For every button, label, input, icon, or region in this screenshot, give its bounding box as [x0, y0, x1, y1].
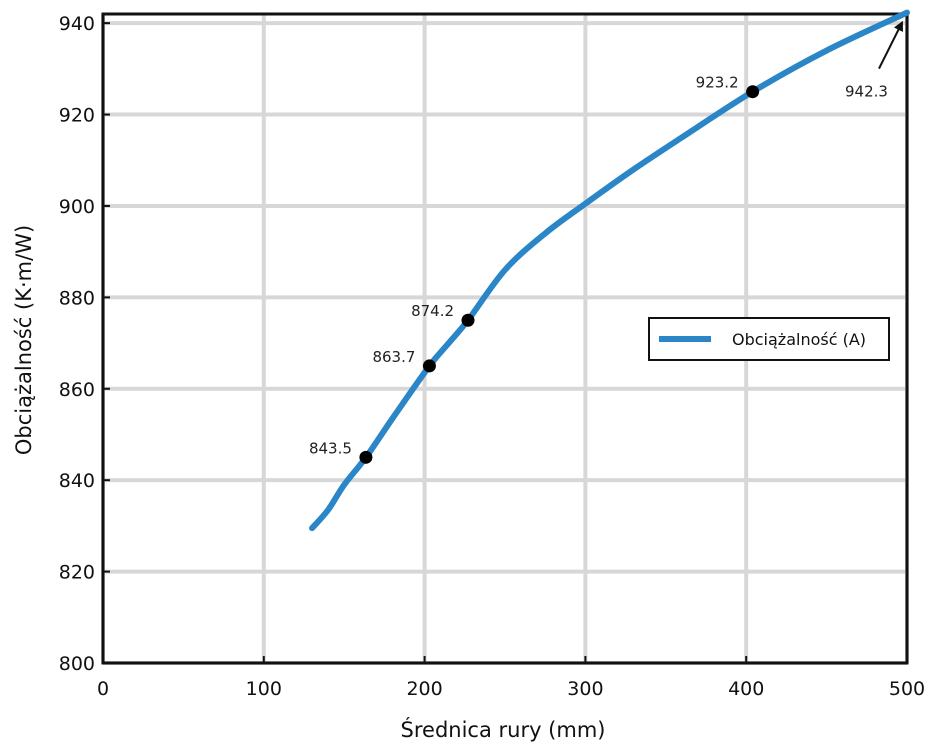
y-axis-title: Obciążalność (K·m/W) — [12, 225, 36, 455]
x-tick-label: 200 — [406, 678, 442, 700]
x-tick-label: 100 — [246, 678, 282, 700]
x-tick-label: 0 — [97, 678, 109, 700]
y-tick-label: 920 — [59, 105, 95, 127]
annotation-arrow — [878, 20, 903, 70]
y-tick-label: 880 — [59, 287, 95, 309]
data-point — [461, 313, 475, 327]
annotation-label: 843.5 — [309, 439, 352, 457]
y-tick-label: 940 — [59, 13, 95, 35]
annotation-label: 942.3 — [845, 83, 888, 101]
plot-area — [101, 9, 910, 665]
y-tick-label: 820 — [59, 562, 95, 584]
x-axis-title: Średnica rury (mm) — [401, 717, 606, 742]
tick-labels: 0 100 200 300 400 500 800 820 840 860 880 900 920 940 — [59, 13, 925, 700]
data-point — [359, 450, 373, 464]
annotation-label: 923.2 — [696, 74, 739, 92]
annotations: 843.5 863.7 874.2 923.2 942.3 — [309, 20, 903, 464]
annotation-label: 874.2 — [411, 302, 454, 320]
data-point — [746, 85, 760, 99]
x-tick-label: 300 — [567, 678, 603, 700]
data-point — [422, 359, 436, 373]
y-tick-label: 800 — [59, 653, 95, 675]
legend-label: Obciążalność (A) — [732, 330, 866, 349]
annotation-label: 863.7 — [372, 348, 415, 366]
legend: Obciążalność (A) — [648, 317, 890, 361]
x-tick-label: 400 — [728, 678, 764, 700]
y-tick-label: 900 — [59, 196, 95, 218]
x-tick-label: 500 — [889, 678, 925, 700]
plot-frame — [101, 12, 909, 665]
y-tick-label: 860 — [59, 379, 95, 401]
series-line — [309, 9, 910, 532]
y-tick-label: 840 — [59, 470, 95, 492]
